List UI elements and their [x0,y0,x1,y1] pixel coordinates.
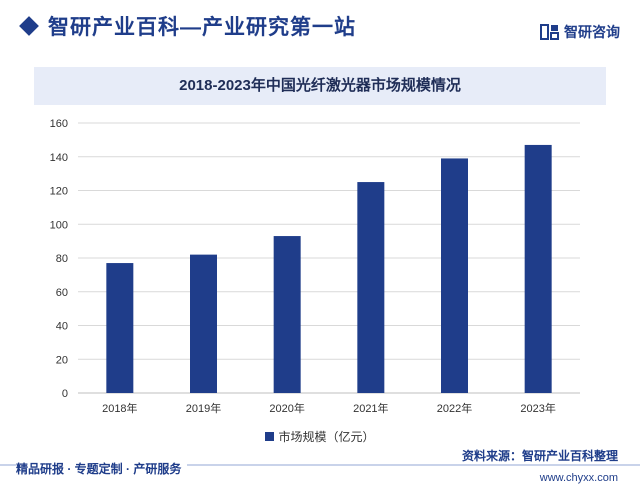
chart-legend: 市场规模（亿元） [0,428,640,445]
y-tick-label: 140 [50,152,68,164]
y-tick-label: 80 [56,253,68,265]
site-title: 智研产业百科—产业研究第一站 [48,16,356,39]
y-tick-label: 40 [56,321,68,333]
y-tick-label: 20 [56,354,68,366]
zhiyan-logo-icon [540,24,559,40]
y-tick-label: 160 [50,118,68,130]
y-tick-label: 100 [50,219,68,231]
x-tick-label: 2022年 [437,401,472,415]
y-tick-label: 0 [62,388,68,400]
bar [106,263,134,393]
bar [441,158,468,393]
bar [273,236,301,393]
y-tick-label: 60 [56,287,68,299]
bar [524,144,552,393]
y-tick-label: 120 [50,186,68,198]
footer-tagline: 精品研报 · 专题定制 · 产研服务 [16,460,188,477]
chart-title: 2018-2023年中国光纤激光器市场规模情况 [179,77,461,94]
data-source: 资料来源：智研产业百科整理 [461,449,618,463]
brand: 智研咨询 [540,21,620,43]
x-tick-label: 2019年 [186,401,221,415]
x-tick-label: 2021年 [353,401,388,415]
chart-title-bar: 2018-2023年中国光纤激光器市场规模情况 [34,67,606,105]
brand-name: 智研咨询 [564,24,620,40]
x-tick-label: 2018年 [102,401,137,415]
bar [357,182,385,393]
x-tick-label: 2023年 [520,401,555,415]
legend-swatch [265,432,275,442]
legend-label: 市场规模（亿元） [278,430,375,444]
bar [190,254,217,393]
header: 智研产业百科—产业研究第一站 智研咨询 [0,0,640,62]
footer-url: www.chyxx.com [539,472,618,484]
footer-divider [0,464,640,466]
x-tick-label: 2020年 [269,401,304,415]
